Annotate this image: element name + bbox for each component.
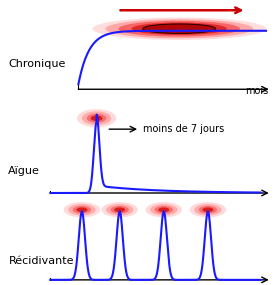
Ellipse shape [68, 204, 95, 215]
Text: Chronique: Chronique [8, 59, 66, 69]
Ellipse shape [132, 23, 227, 35]
Text: Récidivante: Récidivante [8, 256, 74, 266]
Ellipse shape [82, 111, 111, 125]
Ellipse shape [101, 202, 138, 217]
Ellipse shape [118, 21, 240, 37]
Ellipse shape [106, 19, 253, 38]
Ellipse shape [87, 114, 106, 123]
Ellipse shape [194, 204, 221, 215]
Ellipse shape [199, 206, 217, 214]
Text: moins de 7 jours: moins de 7 jours [143, 124, 224, 134]
Ellipse shape [111, 206, 129, 214]
Ellipse shape [202, 207, 213, 212]
Ellipse shape [64, 202, 100, 217]
Ellipse shape [114, 207, 125, 212]
Ellipse shape [91, 115, 102, 121]
Ellipse shape [155, 206, 173, 214]
Ellipse shape [190, 202, 226, 217]
Ellipse shape [76, 207, 87, 212]
Ellipse shape [92, 17, 266, 40]
Ellipse shape [73, 206, 91, 214]
Ellipse shape [158, 207, 169, 212]
Ellipse shape [143, 24, 216, 33]
Text: Aïgue: Aïgue [8, 166, 40, 176]
Text: mois: mois [246, 86, 269, 96]
Ellipse shape [146, 202, 182, 217]
Ellipse shape [106, 204, 133, 215]
Ellipse shape [150, 204, 178, 215]
Ellipse shape [77, 109, 116, 127]
